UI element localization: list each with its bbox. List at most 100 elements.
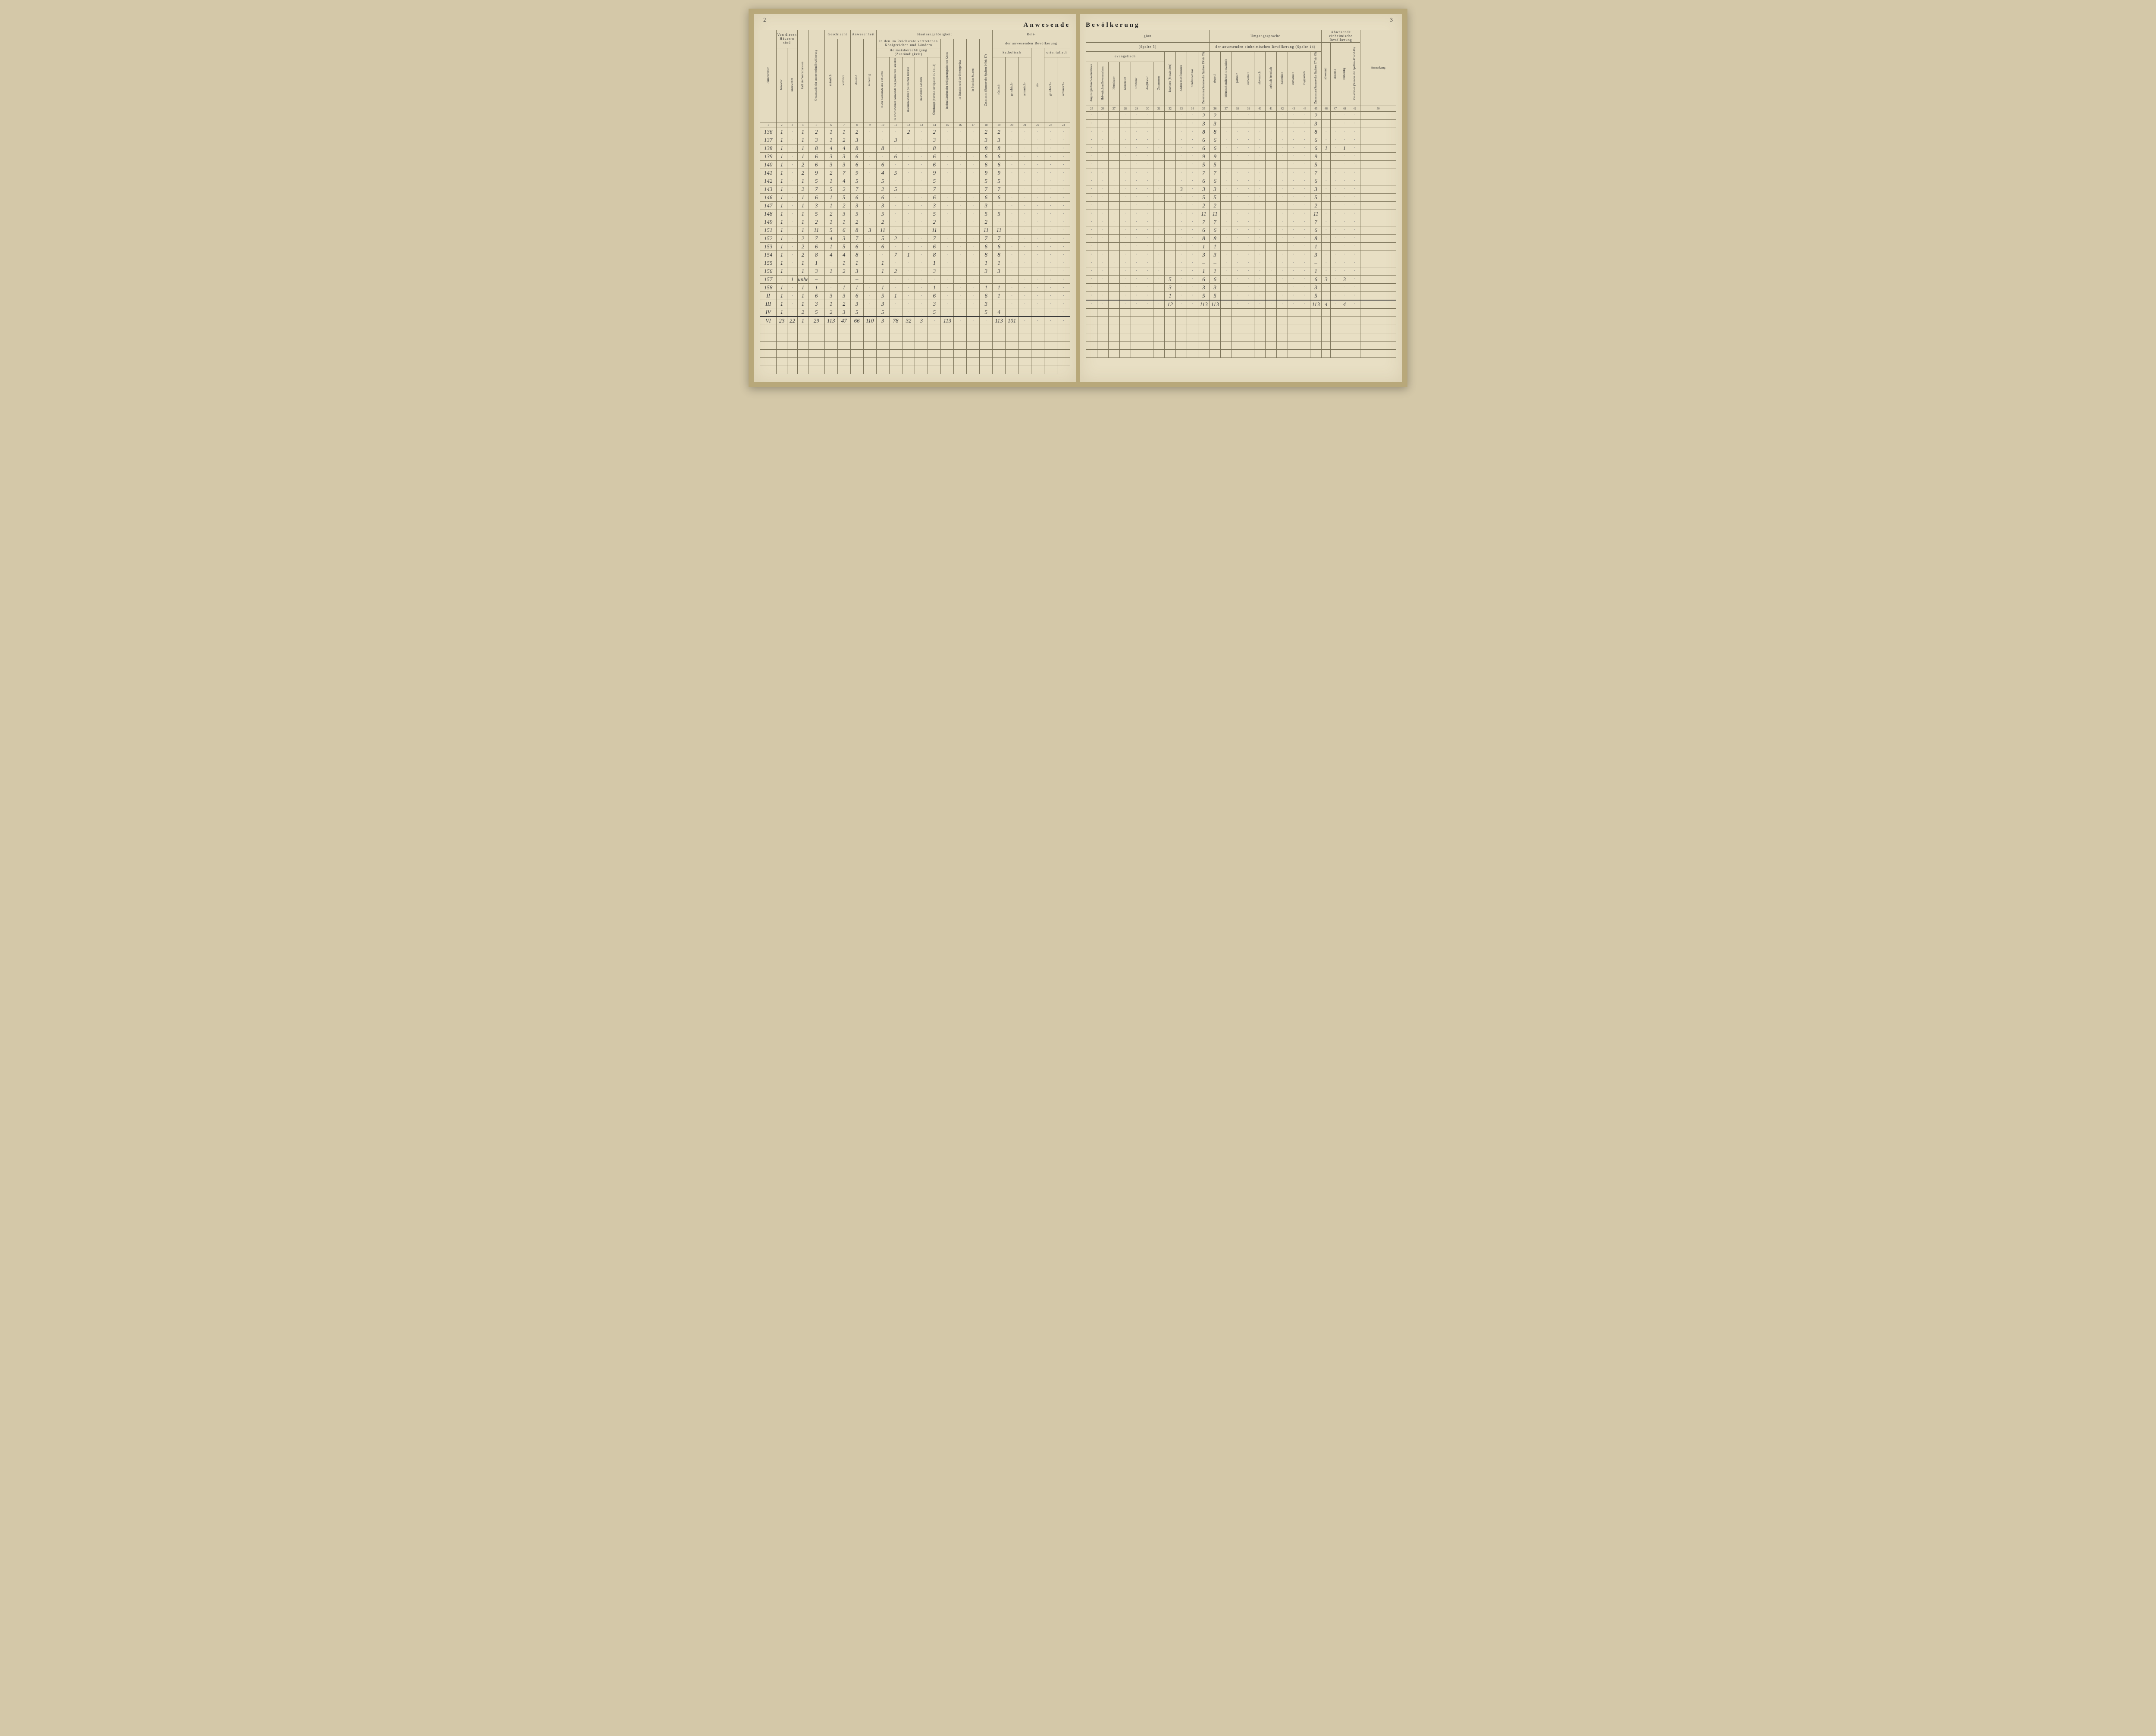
cell: · — [1243, 193, 1254, 201]
cell: · — [1057, 144, 1070, 153]
cell — [1131, 308, 1142, 316]
cell: · — [863, 210, 876, 218]
cell: · — [1243, 177, 1254, 185]
cell: 2 — [837, 202, 850, 210]
cell: · — [1266, 128, 1277, 136]
cell: · — [1142, 144, 1153, 152]
table-row — [1086, 308, 1396, 316]
cell: 6 — [1198, 177, 1210, 185]
cell: · — [1031, 243, 1044, 251]
cell: 5 — [993, 177, 1006, 185]
cell — [777, 350, 787, 358]
cell: · — [1086, 283, 1097, 291]
cell — [1232, 316, 1243, 325]
cell: 5 — [993, 210, 1006, 218]
cell: · — [787, 169, 798, 177]
cell: · — [1018, 276, 1031, 284]
cell — [1044, 366, 1057, 374]
cell: 5 — [837, 194, 850, 202]
cell: · — [1299, 119, 1310, 128]
cell: · — [889, 284, 902, 292]
cell: 1 — [777, 226, 787, 235]
cell — [1086, 308, 1097, 316]
cell — [1288, 341, 1299, 349]
cell: · — [1331, 128, 1340, 136]
cell: 3 — [889, 136, 902, 144]
cell — [808, 366, 824, 374]
cell — [1006, 350, 1018, 358]
cell — [1266, 308, 1277, 316]
cell: · — [1243, 291, 1254, 300]
cell: · — [1006, 153, 1018, 161]
cell: 1 — [798, 153, 808, 161]
cell: · — [889, 226, 902, 235]
column-number: 6 — [824, 122, 837, 128]
cell: · — [902, 153, 915, 161]
cell: 3 — [1198, 185, 1210, 193]
cell: · — [1243, 300, 1254, 309]
cell — [915, 342, 928, 350]
column-number: 5 — [808, 122, 824, 128]
cell: · — [1176, 210, 1187, 218]
cell: 5 — [808, 177, 824, 185]
cell: · — [1044, 276, 1057, 284]
cell: · — [1097, 267, 1109, 275]
cell: · — [954, 169, 967, 177]
cell — [1299, 333, 1310, 341]
cell: · — [1288, 111, 1299, 119]
cell: 151 — [760, 226, 777, 235]
cell — [1360, 341, 1396, 349]
cell — [1349, 349, 1360, 357]
cell: · — [1120, 275, 1131, 283]
cell — [1031, 333, 1044, 342]
page-left: 2 Anwesende Hausnummer Von diesen Häuser… — [754, 14, 1076, 382]
cell — [1288, 349, 1299, 357]
cell: · — [967, 259, 980, 267]
cell: · — [863, 153, 876, 161]
cell: · — [1031, 194, 1044, 202]
cell: 2 — [1198, 111, 1210, 119]
cell: 6 — [850, 161, 863, 169]
cell — [760, 325, 777, 333]
cell: 3 — [876, 300, 889, 308]
cell: 1 — [798, 177, 808, 185]
cell: · — [1299, 251, 1310, 259]
cell: · — [954, 243, 967, 251]
cell: 3 — [928, 267, 941, 276]
cell: · — [954, 267, 967, 276]
cell: 1 — [777, 292, 787, 300]
cell: 5 — [1210, 160, 1221, 169]
cell — [1142, 316, 1153, 325]
cell: · — [1120, 128, 1131, 136]
cell — [1331, 341, 1340, 349]
cell: · — [1176, 119, 1187, 128]
cell: 3 — [928, 202, 941, 210]
cell: 2 — [889, 267, 902, 276]
cell: · — [1057, 251, 1070, 259]
cell: 7 — [980, 185, 993, 194]
cell: 1 — [980, 284, 993, 292]
cell: · — [1277, 185, 1288, 193]
cell: · — [787, 194, 798, 202]
cell: · — [954, 161, 967, 169]
cell: · — [787, 185, 798, 194]
table-row — [760, 350, 1070, 358]
cell: · — [1243, 251, 1254, 259]
cell: · — [889, 218, 902, 226]
cell — [1299, 316, 1310, 325]
cell: 3 — [850, 300, 863, 308]
cell: · — [1153, 169, 1165, 177]
cell: · — [1277, 177, 1288, 185]
cell: · — [902, 177, 915, 185]
cell: · — [1221, 218, 1232, 226]
cell: 9 — [993, 169, 1006, 177]
cell — [863, 350, 876, 358]
cell: 2 — [1198, 201, 1210, 210]
cell: 146 — [760, 194, 777, 202]
cell: · — [1131, 226, 1142, 234]
cell: 23 — [777, 316, 787, 325]
cell: · — [889, 210, 902, 218]
cell — [808, 333, 824, 342]
cell: 2 — [798, 185, 808, 194]
cell: 3 — [1210, 251, 1221, 259]
